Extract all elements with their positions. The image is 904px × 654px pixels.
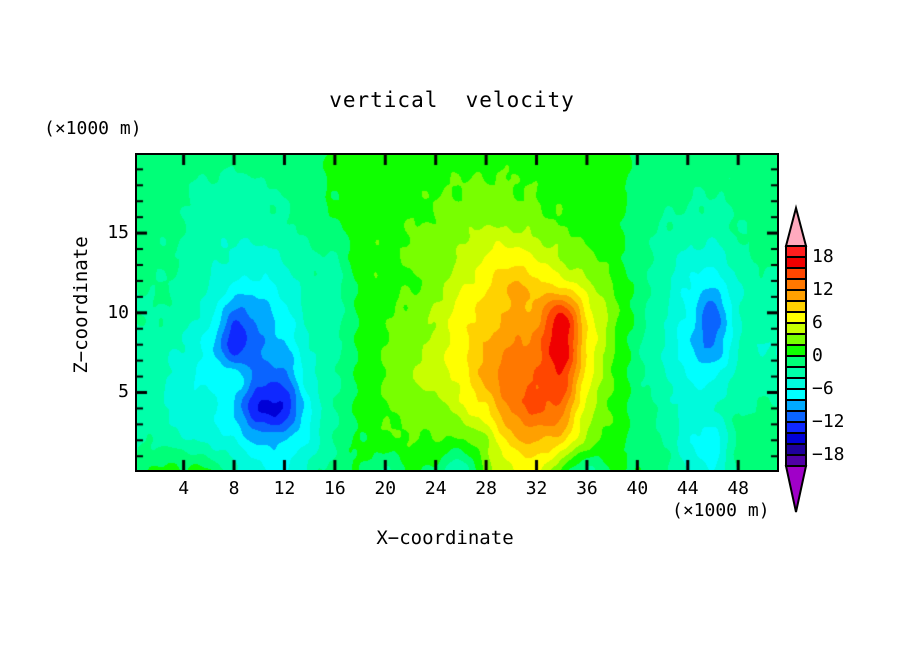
colorbar-band [785, 289, 807, 302]
colorbar-band [785, 267, 807, 280]
colorbar [784, 204, 808, 513]
x-axis-unit-label: (×1000 m) [672, 500, 770, 521]
colorbar-label: −12 [812, 411, 845, 432]
colorbar-band [785, 366, 807, 379]
x-tick-label: 8 [228, 478, 240, 499]
plot-title: vertical velocity [329, 88, 575, 112]
y-tick-label: 15 [107, 222, 129, 244]
colorbar-band [785, 333, 807, 346]
colorbar-band [785, 245, 807, 258]
x-tick-label: 40 [626, 478, 649, 499]
colorbar-label: 6 [812, 312, 823, 333]
colorbar-band [785, 355, 807, 368]
x-axis-label: X−coordinate [376, 527, 514, 549]
x-tick-label: 48 [727, 478, 750, 499]
colorbar-arrow-up [784, 204, 808, 247]
x-tick-label: 12 [273, 478, 296, 499]
colorbar-band [785, 421, 807, 434]
x-tick-label: 24 [424, 478, 447, 499]
contour-field-canvas [137, 155, 777, 470]
plot-area [135, 153, 779, 472]
colorbar-band [785, 256, 807, 269]
x-tick-label: 44 [676, 478, 699, 499]
x-tick-label: 16 [324, 478, 346, 499]
colorbar-band [785, 432, 807, 445]
colorbar-band [785, 311, 807, 324]
colorbar-arrow-down [784, 465, 808, 513]
x-tick-label: 4 [178, 478, 190, 499]
x-tick-label: 36 [576, 478, 598, 499]
colorbar-band [785, 300, 807, 313]
x-tick-label: 32 [525, 478, 548, 499]
colorbar-label: −18 [812, 444, 845, 465]
y-tick-label: 10 [107, 301, 129, 323]
colorbar-band [785, 278, 807, 291]
colorbar-label: 0 [812, 345, 823, 366]
colorbar-band [785, 454, 807, 467]
colorbar-label: 12 [812, 279, 834, 300]
colorbar-band [785, 410, 807, 423]
colorbar-band [785, 443, 807, 456]
colorbar-band [785, 399, 807, 412]
x-tick-label: 28 [475, 478, 497, 499]
colorbar-band [785, 344, 807, 357]
colorbar-band [785, 388, 807, 401]
x-tick-label: 20 [374, 478, 397, 499]
colorbar-label: −6 [812, 378, 834, 399]
colorbar-band [785, 322, 807, 335]
colorbar-label: 18 [812, 246, 834, 267]
y-tick-label: 5 [118, 381, 129, 403]
colorbar-band [785, 377, 807, 390]
y-axis-unit-label: (×1000 m) [44, 118, 142, 139]
